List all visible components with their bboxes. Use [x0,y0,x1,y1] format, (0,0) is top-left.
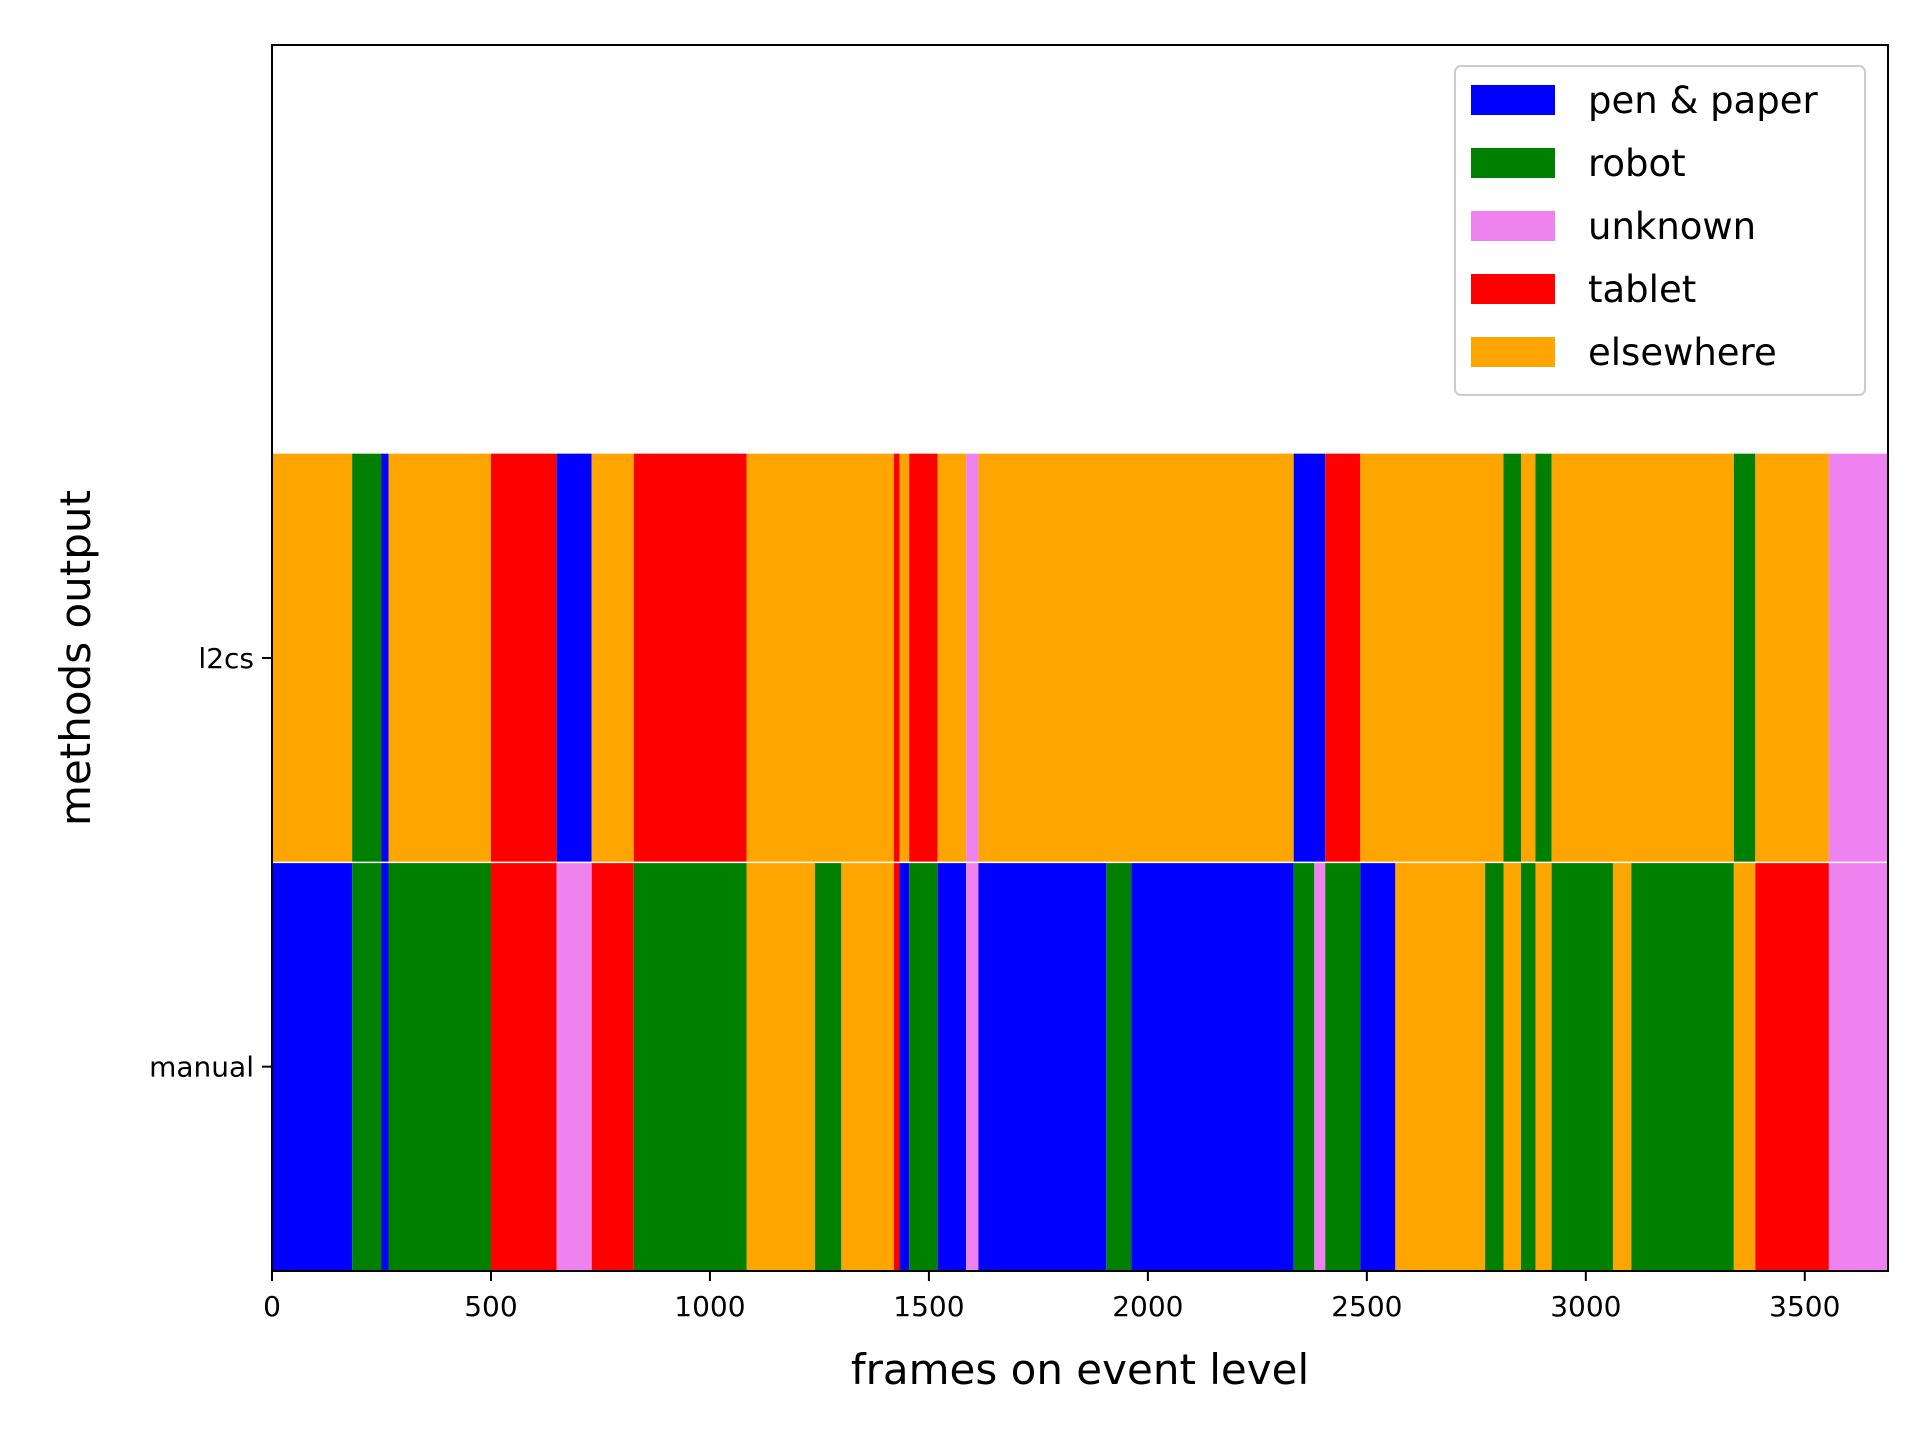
legend-swatch-robot [1471,148,1555,178]
bar-segment-manual-robot [1631,862,1734,1271]
y-axis: manual l2cs [149,642,272,1084]
legend-frame [1454,65,1866,396]
bar-segment-manual-unknown [1828,862,1888,1271]
y-tick-label-manual: manual [149,1051,254,1084]
legend-swatch-pen-paper [1471,85,1555,115]
bar-segment-manual-robot [909,862,938,1271]
bar-segment-manual-pen-paper [1360,862,1396,1271]
bar-segment-manual-pen-paper [978,862,1107,1271]
bar-segment-l2cs-tablet [1325,453,1361,863]
bar-segment-l2cs-elsewhere [272,453,353,863]
bar-segment-l2cs-robot [352,453,382,863]
bar-segment-manual-robot [1485,862,1504,1271]
bar-segment-l2cs-elsewhere [937,453,967,863]
legend: pen & paper robot unknown tablet elsewhere [1454,65,1866,396]
legend-label-tablet: tablet [1588,268,1696,311]
x-tick-label: 3500 [1769,1290,1840,1323]
bar-segment-manual-unknown [556,862,592,1271]
bar-segment-l2cs-tablet [633,453,747,863]
x-tick-label: 1500 [893,1290,964,1323]
bar-segment-l2cs-pen-paper [381,453,389,863]
bar-segment-manual-pen-paper [899,862,910,1271]
bar-segment-l2cs-tablet [909,453,938,863]
bar-segment-manual-pen-paper [272,862,353,1271]
bar-segment-l2cs-elsewhere [1755,453,1829,863]
bar-segment-manual-tablet [490,862,557,1271]
x-tick-label: 2500 [1331,1290,1402,1323]
bar-segment-l2cs-pen-paper [556,453,592,863]
x-axis: 0 500 1000 1500 2000 2500 3000 3500 [263,1271,1840,1323]
bar-segment-manual-robot [1325,862,1361,1271]
bar-segment-l2cs-unknown [966,453,979,863]
bar-segment-l2cs-elsewhere [899,453,910,863]
bar-segment-l2cs-unknown [1828,453,1888,863]
bar-segment-l2cs-robot [1503,453,1522,863]
x-tick-label: 3000 [1550,1290,1621,1323]
bar-segment-l2cs-robot [1733,453,1756,863]
bar-segment-manual-elsewhere [1733,862,1756,1271]
bar-segment-manual-pen-paper [937,862,967,1271]
bar-segment-manual-unknown [1314,862,1326,1271]
x-tick-label: 0 [263,1290,281,1323]
bar-segment-manual-robot [1521,862,1536,1271]
x-axis-label: frames on event level [851,1345,1309,1394]
bar-segment-l2cs-elsewhere [1521,453,1536,863]
bar-segment-l2cs-tablet [893,453,900,863]
bar-segment-manual-tablet [591,862,634,1271]
bars-layer [272,453,1888,1271]
bar-segment-manual-unknown [966,862,979,1271]
bar-segment-manual-robot [1293,862,1315,1271]
bar-segment-manual-robot [1551,862,1613,1271]
bar-segment-l2cs-elsewhere [1551,453,1734,863]
bar-segment-l2cs-tablet [490,453,557,863]
x-tick-label: 500 [464,1290,517,1323]
bar-segment-manual-pen-paper [381,862,389,1271]
bar-segment-manual-robot [388,862,491,1271]
bar-segment-manual-tablet [893,862,900,1271]
bar-segment-l2cs-elsewhere [591,453,634,863]
bar-segment-manual-robot [633,862,747,1271]
bar-segment-manual-elsewhere [746,862,816,1271]
bar-segment-manual-elsewhere [1535,862,1552,1271]
bar-segment-l2cs-robot [1535,453,1552,863]
bar-segment-manual-elsewhere [1503,862,1522,1271]
bar-segment-l2cs-elsewhere [388,453,491,863]
x-tick-label: 1000 [674,1290,745,1323]
bar-segment-manual-tablet [1755,862,1829,1271]
bar-segment-l2cs-pen-paper [1293,453,1326,863]
legend-swatch-unknown [1471,211,1555,241]
bar-segment-manual-robot [1106,862,1132,1271]
bar-segment-manual-pen-paper [1131,862,1294,1271]
bar-segment-manual-robot [815,862,842,1271]
legend-label-pen-paper: pen & paper [1588,79,1818,122]
bar-segment-l2cs-elsewhere [978,453,1294,863]
legend-swatch-tablet [1471,274,1555,304]
y-tick-label-l2cs: l2cs [198,642,254,675]
y-axis-label: methods output [51,490,100,826]
bar-segment-manual-elsewhere [841,862,894,1271]
bar-segment-l2cs-elsewhere [1360,453,1504,863]
legend-swatch-elsewhere [1471,337,1555,367]
bar-segment-l2cs-elsewhere [746,453,894,863]
legend-label-unknown: unknown [1588,205,1756,248]
bar-segment-manual-elsewhere [1395,862,1486,1271]
bar-segment-manual-elsewhere [1612,862,1632,1271]
x-tick-label: 2000 [1112,1290,1183,1323]
bar-segment-manual-robot [352,862,382,1271]
legend-label-elsewhere: elsewhere [1588,331,1777,374]
legend-label-robot: robot [1588,142,1686,185]
